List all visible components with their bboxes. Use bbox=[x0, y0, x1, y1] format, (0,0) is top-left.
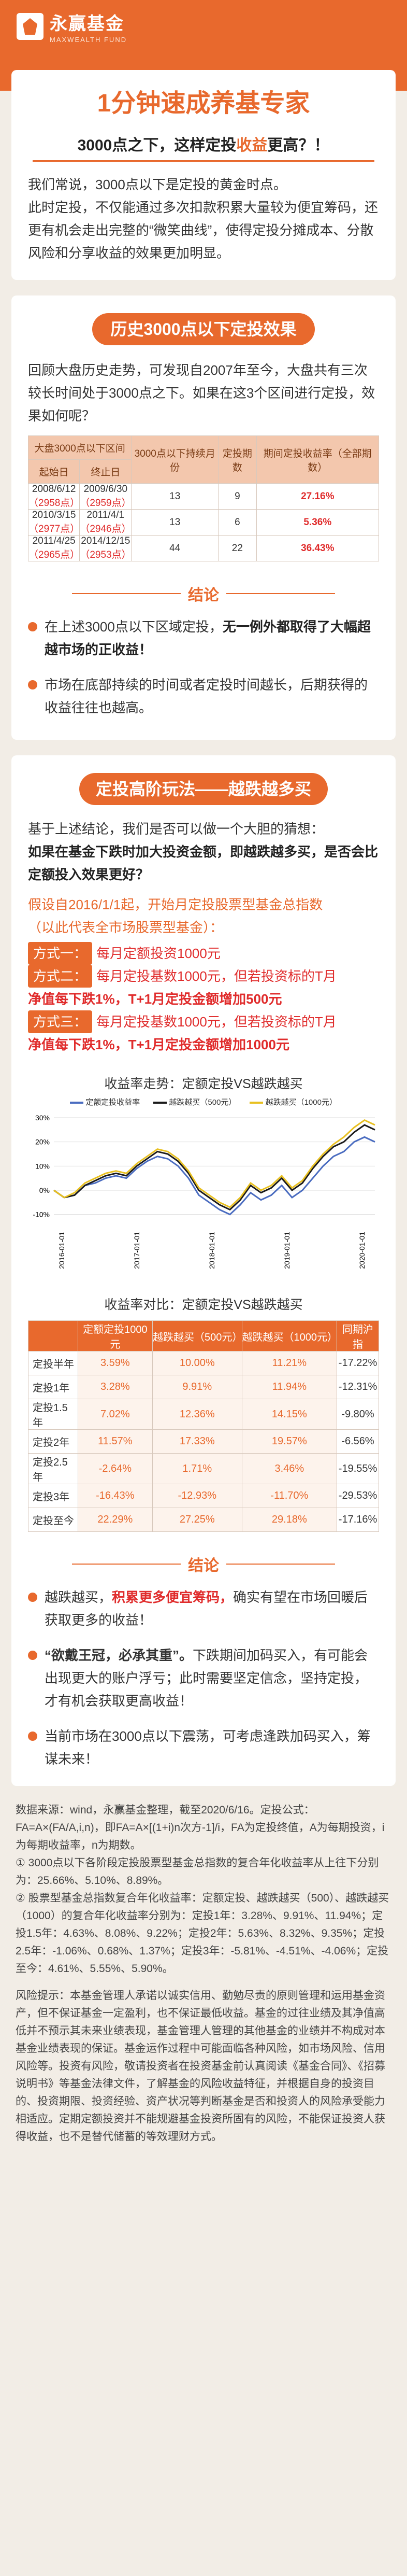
conclusion2-b1: 越跌越买，积累更多便宜筹码，确实有望在市场回暖后获取更多的收益！ bbox=[28, 1586, 379, 1631]
table-row: 2011/4/25 （2965点） 2014/12/15 （2953点） 44 22 36.… bbox=[27, 535, 380, 561]
y-tick-label: 10% bbox=[35, 1162, 50, 1170]
table-row: 定投至今 22.29% 27.25% 29.18% -17.16% bbox=[28, 1508, 379, 1532]
footer-note-1: ① 3000点以下各阶段定投股票型基金总指数的复合年化收益率从上往下分别为：25… bbox=[16, 1857, 379, 1887]
table-row: 定投3年 -16.43% -12.93% -11.70% -29.53% bbox=[28, 1484, 379, 1508]
conclusion2-title: 结论 bbox=[28, 1553, 379, 1575]
y-tick-label: 0% bbox=[39, 1186, 50, 1194]
footer: 数据来源：wind，永赢基金整理，截至2020/6/16。定投公式：FA=A×(… bbox=[0, 1786, 407, 2146]
advanced-card: 定投高阶玩法——越跌越多买 基于上述结论，我们是否可以做一个大胆的猜想： 如果在… bbox=[11, 755, 396, 1786]
advanced-p1: 基于上述结论，我们是否可以做一个大胆的猜想： bbox=[28, 821, 325, 837]
intro-card: 1分钟速成养基专家 3000点之下，这样定投收益更高？！ 我们常说，3000点以… bbox=[11, 70, 396, 280]
x-tick-label: 2020-01-01 bbox=[358, 1232, 366, 1269]
y-tick-label: 30% bbox=[35, 1114, 50, 1122]
conclusion1-title: 结论 bbox=[28, 582, 379, 605]
history-pill: 历史3000点以下定投效果 bbox=[92, 313, 315, 345]
table-row: 定投1.5年 7.02% 12.36% 14.15% -9.80% bbox=[28, 1399, 379, 1430]
table-row: 定投2年 11.57% 17.33% 19.57% -6.56% bbox=[28, 1429, 379, 1454]
series-line-0 bbox=[53, 1136, 375, 1216]
chart-title: 收益率走势：定额定投VS越跌越买 bbox=[104, 1077, 303, 1091]
y-tick-label: -10% bbox=[33, 1210, 50, 1219]
table-row: 定投1年 3.28% 9.91% 11.94% -12.31% bbox=[28, 1375, 379, 1399]
compare-title: 收益率对比：定额定投VS越跌越买 bbox=[104, 1298, 303, 1312]
method-2: 方式二： 每月定投基数1000元，但若投资标的T月 净值每下跌1%，T+1月定投金额… bbox=[28, 965, 379, 1010]
series-line-2 bbox=[53, 1119, 375, 1208]
footer-risk: 风险提示：本基金管理人承诺以诚实信用、勤勉尽责的原则管理和运用基金资产，但不保证… bbox=[16, 1990, 385, 2143]
series-line-1 bbox=[53, 1124, 375, 1211]
assume: 假设自2016/1/1起，开始月定投股票型基金总指数 （以此代表全市场股票型基金）… bbox=[28, 897, 323, 935]
x-tick-label: 2016-01-01 bbox=[57, 1232, 66, 1269]
chart-legend: 定额定投收益率 越跌越买（500元） 越跌越买（1000元） bbox=[28, 1096, 379, 1107]
history-card: 历史3000点以下定投效果 回顾大盘历史走势，可发现自2007年至今，大盘共有三… bbox=[11, 295, 396, 740]
intro-p2: 此时定投，不仅能通过多次扣款积累大量较为便宜筹码，还更有机会走出完整的“微笑曲线… bbox=[28, 200, 379, 261]
method-3: 方式三： 每月定投基数1000元，但若投资标的T月 净值每下跌1%，T+1月定投金额… bbox=[28, 1010, 379, 1056]
conclusion2-b2: “欲戴王冠，必承其重”。下跌期间加码买入，有可能会出现更大的账户浮亏；此时需要坚… bbox=[28, 1644, 379, 1712]
table-row: 定投半年 3.59% 10.00% 11.21% -17.22% bbox=[28, 1351, 379, 1375]
history-table: 大盘3000点以下区间 3000点以下持续月份 定投期数 期间定投收益率（全部期数） … bbox=[27, 435, 380, 561]
x-tick-label: 2017-01-01 bbox=[133, 1232, 141, 1269]
history-text: 回顾大盘历史走势，可发现自2007年至今，大盘共有三次较长时间处于3000点之下… bbox=[28, 362, 375, 424]
table-row: 2010/3/15 （2977点） 2011/4/1 （2946点） 13 6 5.36% bbox=[27, 509, 380, 536]
compare-table: 定额定投1000元 越跌越买（500元） 越跌越买（1000元） 同期沪指 定投半年 3.… bbox=[28, 1320, 379, 1532]
brand-en: MAXWEALTH FUND bbox=[50, 36, 127, 44]
hero-subtitle: 3000点之下，这样定投收益更高？！ bbox=[33, 132, 374, 162]
table-row: 定投2.5年 -2.64% 1.71% 3.46% -19.55% bbox=[28, 1453, 379, 1484]
brand-logo: 永赢基金 MAXWEALTH FUND bbox=[17, 9, 127, 44]
intro-p1: 我们常说，3000点以下是定投的黄金时点。 bbox=[28, 177, 287, 192]
x-tick-label: 2019-01-01 bbox=[283, 1232, 291, 1269]
footer-note-2: ② 股票型基金总指数复合年化收益率：定额定投、越跌越买（500）、越跌越买（10… bbox=[16, 1892, 389, 1975]
brand-name: 永赢基金 bbox=[50, 14, 124, 34]
y-tick-label: 20% bbox=[35, 1138, 50, 1146]
footer-source: 数据来源：wind，永赢基金整理，截至2020/6/16。定投公式：FA=A×(… bbox=[16, 1804, 385, 1851]
hero-title: 1分钟速成养基专家 bbox=[97, 90, 310, 117]
method-1: 方式一： 每月定额投资1000元 bbox=[28, 942, 379, 965]
conclusion1-b2: 市场在底部持续的时间或者定投时间越长，后期获得的收益往往也越高。 bbox=[28, 673, 379, 719]
conclusion2-b3: 当前市场在3000点以下震荡，可考虑逢跌加码买入，筹谋未来！ bbox=[28, 1725, 379, 1770]
logo-icon bbox=[17, 13, 43, 40]
conclusion1-b1: 在上述3000点以下区域定投，无一例外都取得了大幅超越市场的正收益！ bbox=[28, 615, 379, 661]
advanced-pill: 定投高阶玩法——越跌越多买 bbox=[79, 773, 328, 805]
table-row: 2008/6/12 （2958点） 2009/6/30 （2959点） 13 9 27.16… bbox=[27, 483, 380, 510]
line-chart: -10% 0% 10% 20% 30% 2016-01-01 2017-01-01 2018-… bbox=[33, 1114, 375, 1269]
x-tick-label: 2018-01-01 bbox=[208, 1232, 216, 1269]
advanced-p2: 如果在基金下跌时加大投资金额，即越跌越多买，是否会比定额投入效果更好？ bbox=[28, 844, 379, 882]
